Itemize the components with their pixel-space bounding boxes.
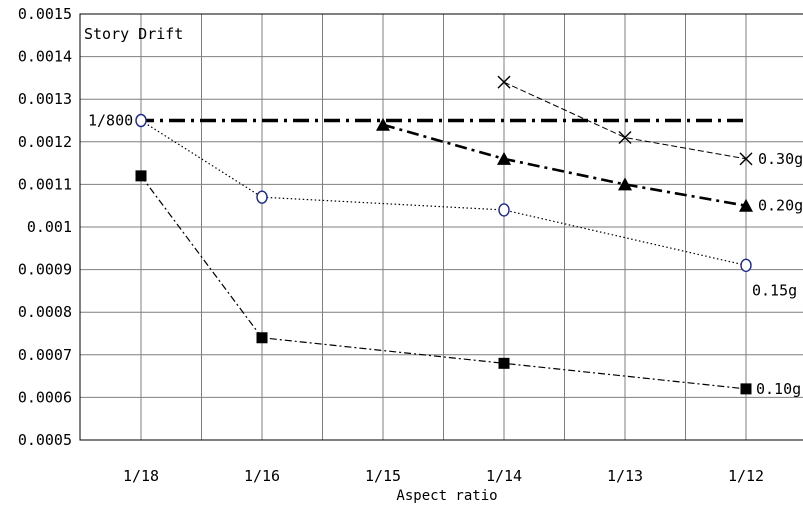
x-tick-label: 1/16 <box>244 467 280 485</box>
x-tick-label: 1/15 <box>365 467 401 485</box>
x-tick-label: 1/18 <box>123 467 159 485</box>
data-point-x <box>618 131 632 145</box>
gridlines <box>80 14 803 440</box>
y-tick-label: 0.001 <box>27 218 72 236</box>
data-point-circle <box>135 113 147 128</box>
data-point-circle <box>256 190 268 204</box>
x-tick-label: 1/14 <box>486 467 522 485</box>
y-tick-label: 0.0015 <box>18 5 72 23</box>
y-tick-label: 0.0005 <box>18 431 72 449</box>
plot-frame <box>79 13 803 441</box>
y-axis-ticks: 0.0005 0.0006 0.0007 0.0008 0.0009 0.001 0.001… <box>18 5 72 449</box>
series-line <box>382 123 747 207</box>
data-point-triangle <box>497 151 511 165</box>
data-point-square <box>256 332 268 344</box>
data-point-square <box>740 383 752 395</box>
series-label: 0.15g <box>752 281 797 299</box>
y-tick-label: 0.0011 <box>18 175 72 193</box>
x-axis-title: Aspect ratio <box>396 488 497 504</box>
data-point-square <box>135 170 147 182</box>
series-label: 0.30g <box>758 150 803 168</box>
y-tick-label: 0.0008 <box>18 303 72 321</box>
data-point-square <box>498 357 510 369</box>
data-point-triangle <box>376 117 390 131</box>
data-point-triangle <box>739 198 753 212</box>
series-group: 0.10g 0.15g 0.20g 0.30g <box>135 75 803 398</box>
y-tick-label: 0.0007 <box>18 346 72 364</box>
y-tick-label: 0.0013 <box>18 90 72 108</box>
y-tick-label: 0.0006 <box>18 388 72 406</box>
series-label: 0.10g <box>756 380 801 398</box>
data-point-triangle <box>618 177 632 191</box>
data-point-x <box>739 152 753 166</box>
y-tick-label: 0.0012 <box>18 133 72 151</box>
y-tick-label: 0.0014 <box>18 48 72 66</box>
series-line <box>140 119 747 266</box>
series-line <box>140 175 747 390</box>
y-tick-label: 0.0009 <box>18 261 72 279</box>
plot-label: Story Drift <box>84 25 183 43</box>
x-tick-label: 1/13 <box>607 467 643 485</box>
data-point-x <box>497 75 511 89</box>
data-point-circle <box>740 258 752 273</box>
reference-line-label: 1/800 <box>88 112 133 130</box>
x-tick-label: 1/12 <box>728 467 764 485</box>
data-point-circle <box>498 203 510 217</box>
series-label: 0.20g <box>758 197 803 215</box>
x-axis-ticks: 1/18 1/16 1/15 1/14 1/13 1/12 <box>123 467 764 485</box>
